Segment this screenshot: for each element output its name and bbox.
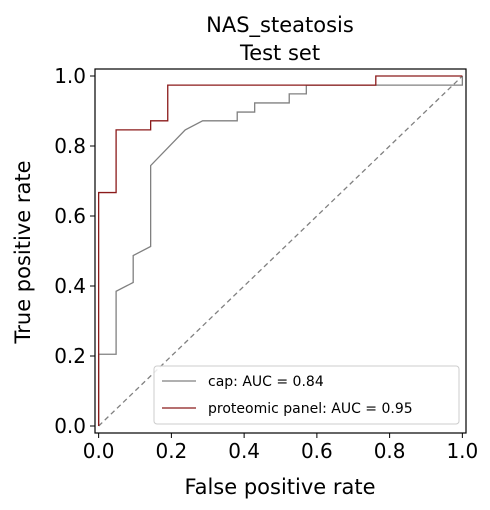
chart-title-line-1: NAS_steatosis <box>206 13 354 38</box>
x-tick-label: 0.4 <box>228 439 260 463</box>
x-tick-label: 0.6 <box>301 439 333 463</box>
series-line-proteomic-panel <box>97 75 463 426</box>
x-axis-label: False positive rate <box>184 475 375 499</box>
x-tick-label: 0.2 <box>155 439 187 463</box>
y-axis-label: True positive rate <box>11 161 35 345</box>
axis-ticks: 0.0 0.2 0.4 0.6 0.8 1.0 0.0 0.2 0.4 0.6 0.8 1.0 <box>54 64 478 463</box>
y-tick-label: 0.0 <box>54 414 86 438</box>
x-tick-label: 1.0 <box>446 439 478 463</box>
y-tick-label: 0.6 <box>54 204 86 228</box>
series-line-cap <box>97 76 464 426</box>
y-tick-label: 1.0 <box>54 64 86 88</box>
legend-label-proteomic-panel: proteomic panel: AUC = 0.95 <box>208 401 413 417</box>
chart-title-line-2: Test set <box>239 41 320 65</box>
plot-frame <box>94 68 467 434</box>
x-tick-label: 0.0 <box>83 439 115 463</box>
y-tick-label: 0.8 <box>54 134 86 158</box>
legend: cap: AUC = 0.84 proteomic panel: AUC = 0… <box>153 365 460 425</box>
y-tick-label: 0.2 <box>54 344 86 368</box>
reference-diagonal-line <box>98 75 463 427</box>
x-tick-label: 0.8 <box>374 439 406 463</box>
y-tick-label: 0.4 <box>54 274 86 298</box>
legend-box <box>153 365 460 425</box>
plot-area <box>97 75 464 427</box>
legend-label-cap: cap: AUC = 0.84 <box>208 374 324 390</box>
